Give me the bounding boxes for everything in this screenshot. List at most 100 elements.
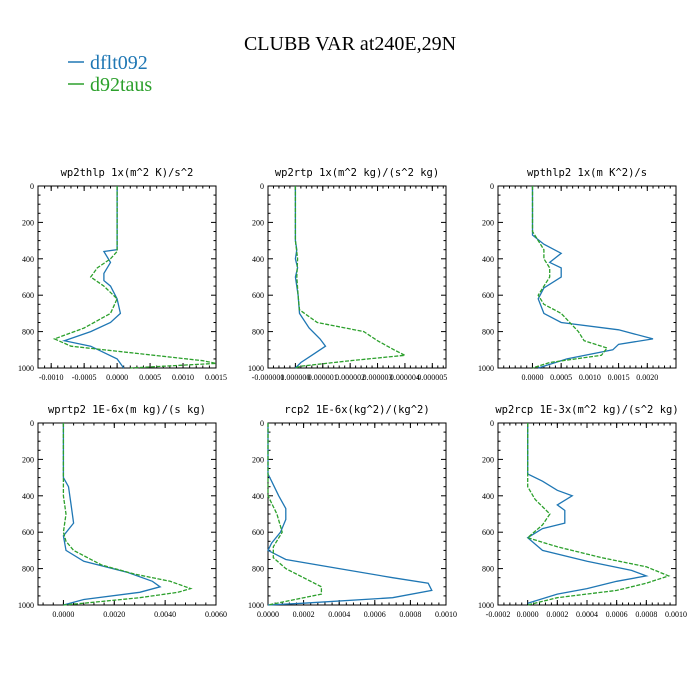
y-tick-label: 600 xyxy=(482,528,494,537)
x-tick-label: -0.000001 xyxy=(252,373,285,382)
x-tick-label: 0.0002 xyxy=(546,610,568,619)
y-tick-label: 400 xyxy=(252,492,264,501)
x-tick-label: 0.000000 xyxy=(280,373,310,382)
plot-frame xyxy=(37,422,217,606)
x-tick-label: 0.000005 xyxy=(417,373,447,382)
y-tick-label: 800 xyxy=(482,328,494,337)
panel-2: wp2rtp 1x(m^2 kg)/(s^2 kg) 0 200 400 600 800 1… xyxy=(248,167,447,382)
y-tick-label: 0 xyxy=(260,182,264,191)
x-tick-label: 0.0000 xyxy=(106,373,128,382)
panel-title: wp2thlp 1x(m^2 K)/s^2 xyxy=(61,167,194,179)
y-tick-label: 800 xyxy=(252,328,264,337)
y-tick-label: 200 xyxy=(22,218,34,227)
plot-frame xyxy=(267,422,447,606)
x-tick-label: 0.0010 xyxy=(579,373,601,382)
y-tick-label: 400 xyxy=(482,255,494,264)
y-tick-label: 200 xyxy=(482,218,494,227)
y-tick-label: 400 xyxy=(252,255,264,264)
series-line-d92taus xyxy=(531,186,609,369)
figure-title: CLUBB VAR at240E,29N xyxy=(244,33,456,55)
y-tick-label: 400 xyxy=(22,492,34,501)
y-tick-label: 600 xyxy=(22,528,34,537)
y-tick-label: 800 xyxy=(252,565,264,574)
x-tick-label: 0.0010 xyxy=(172,373,194,382)
y-tick-label: 600 xyxy=(252,291,264,300)
y-tick-label: 400 xyxy=(482,492,494,501)
panel-4: wprtp2 1E-6x(m kg)/(s kg) 0 200 400 600 800 10… xyxy=(18,404,227,619)
panels: wp2thlp 1x(m^2 K)/s^202004006008001000-0… xyxy=(18,167,687,619)
y-tick-label: 200 xyxy=(252,218,264,227)
panel-5: rcp2 1E-6x(kg^2)/(kg^2) 0 200 400 600 800 1000… xyxy=(248,404,457,619)
panel-title: wpthlp2 1x(m K^2)/s xyxy=(527,167,647,179)
series-line-d92taus xyxy=(294,186,408,369)
y-tick-label: 800 xyxy=(482,565,494,574)
x-tick-label: 0.0006 xyxy=(364,610,386,619)
y-tick-label: 0 xyxy=(260,419,264,428)
x-tick-label: 0.0020 xyxy=(636,373,658,382)
panel-title: rcp2 1E-6x(kg^2)/(kg^2) xyxy=(284,404,429,416)
x-tick-label: 0.0005 xyxy=(139,373,161,382)
x-tick-label: 0.0015 xyxy=(608,373,630,382)
x-tick-label: 0.0008 xyxy=(399,610,421,619)
x-tick-label: 0.000002 xyxy=(335,373,365,382)
series-line-d92taus xyxy=(526,423,671,606)
y-tick-label: 0 xyxy=(30,419,34,428)
panel-3: wpthlp2 1x(m K^2)/s 0 200 400 600 800 1000 0.00… xyxy=(478,167,677,382)
plot-frame xyxy=(267,185,447,369)
y-tick-label: 1000 xyxy=(18,364,34,373)
x-tick-label: 0.0020 xyxy=(103,610,125,619)
series-line-dflt092 xyxy=(531,186,654,369)
x-tick-label: -0.0010 xyxy=(39,373,64,382)
series-line-dflt092 xyxy=(294,186,327,369)
series-line-dflt092 xyxy=(267,423,433,606)
y-tick-label: 1000 xyxy=(248,364,264,373)
x-tick-label: 0.0060 xyxy=(205,610,227,619)
x-tick-label: 0.0010 xyxy=(435,610,457,619)
x-tick-label: 0.0002 xyxy=(293,610,315,619)
y-tick-label: 200 xyxy=(22,455,34,464)
y-tick-label: 0 xyxy=(490,419,494,428)
x-tick-label: 0.0000 xyxy=(257,610,279,619)
plot-frame xyxy=(497,185,677,369)
y-tick-label: 0 xyxy=(30,182,34,191)
x-tick-label: 0.0000 xyxy=(521,373,543,382)
series-line-d92taus xyxy=(62,423,193,606)
x-tick-label: 0.0010 xyxy=(665,610,687,619)
y-tick-label: 1000 xyxy=(248,601,264,610)
x-tick-label: 0.0008 xyxy=(635,610,657,619)
y-tick-label: 200 xyxy=(482,455,494,464)
x-tick-label: 0.000001 xyxy=(308,373,338,382)
y-tick-label: 1000 xyxy=(478,364,494,373)
y-tick-label: 1000 xyxy=(18,601,34,610)
panel-title: wp2rtp 1x(m^2 kg)/(s^2 kg) xyxy=(275,167,439,179)
y-tick-label: 600 xyxy=(252,528,264,537)
x-tick-label: 0.0040 xyxy=(154,610,176,619)
x-tick-label: 0.0000 xyxy=(52,610,74,619)
y-tick-label: 600 xyxy=(482,291,494,300)
panel-title: wprtp2 1E-6x(m kg)/(s kg) xyxy=(48,404,206,416)
panel-1: wp2thlp 1x(m^2 K)/s^2 0 200 400 600 800 1000 -0… xyxy=(18,167,227,382)
y-tick-label: 600 xyxy=(22,291,34,300)
series-line-dflt092 xyxy=(526,423,649,604)
x-tick-label: 0.0005 xyxy=(550,373,572,382)
x-tick-label: 0.0000 xyxy=(517,610,539,619)
x-tick-label: 0.0006 xyxy=(606,610,628,619)
y-tick-label: 800 xyxy=(22,565,34,574)
series-line-dflt092 xyxy=(61,186,125,369)
plot-frame xyxy=(497,422,677,606)
series-line-d92taus xyxy=(267,423,323,606)
series-line-dflt092 xyxy=(62,423,162,606)
y-tick-label: 200 xyxy=(252,455,264,464)
x-tick-label: 0.000003 xyxy=(363,373,393,382)
x-tick-label: 0.0004 xyxy=(328,610,350,619)
series-line-d92taus xyxy=(52,186,217,369)
x-tick-label: 0.0015 xyxy=(205,373,227,382)
legend: dflt092 d92taus xyxy=(68,52,152,96)
y-tick-label: 1000 xyxy=(478,601,494,610)
x-tick-label: 0.000004 xyxy=(390,373,420,382)
x-tick-label: 0.0004 xyxy=(576,610,598,619)
panel-6: wp2rcp 1E-3x(m^2 kg)/(s^2 kg)0 200 400 600 8… xyxy=(478,404,687,619)
x-tick-label: -0.0002 xyxy=(486,610,511,619)
panel-title: wp2rcp 1E-3x(m^2 kg)/(s^2 kg) xyxy=(495,404,678,416)
